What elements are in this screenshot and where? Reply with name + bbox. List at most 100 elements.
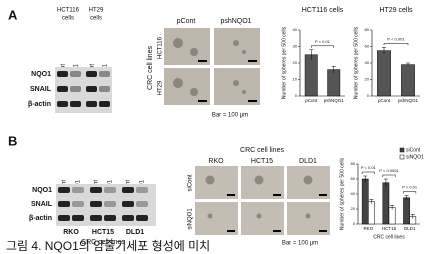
bar — [304, 54, 318, 97]
bar — [403, 197, 410, 225]
lane-label: HCT116 — [158, 36, 164, 59]
x-tick-label: DLD1 — [404, 226, 416, 231]
micrograph — [195, 202, 238, 235]
band — [90, 187, 102, 193]
band — [57, 86, 68, 92]
band — [90, 201, 102, 207]
cell-line-label: DLD1 — [126, 229, 144, 236]
column-label: DLD1 — [299, 158, 317, 165]
annotation: P < 0.01 — [361, 165, 377, 170]
column-label: RKO — [208, 158, 224, 165]
band — [104, 201, 116, 207]
band — [122, 215, 134, 221]
micrograph — [214, 28, 260, 65]
x-axis-label: CRC cell lines — [373, 234, 405, 240]
x-tick-label: HCT15 — [382, 226, 397, 231]
band — [104, 187, 116, 193]
sphere — [233, 40, 239, 46]
band — [72, 215, 84, 221]
sphere — [256, 213, 262, 219]
bar — [327, 69, 341, 97]
sphere — [173, 78, 183, 88]
row-label: SNAIL — [30, 86, 52, 93]
legend-label: siCont — [406, 147, 421, 153]
group-label: cells — [62, 16, 74, 22]
sphere — [242, 90, 246, 94]
bar — [382, 182, 390, 225]
caption: 그림 4. NQO1의 암줄기세포 형성에 미치 — [6, 239, 210, 253]
band — [72, 201, 84, 207]
bar — [388, 207, 396, 225]
column-label: pshNQO1 — [220, 18, 251, 25]
footer-label: CRC cell lines — [81, 239, 125, 246]
micrograph — [195, 166, 238, 199]
scale-label: Bar = 100 μm — [212, 113, 248, 119]
image-title: CRC cell lines — [240, 147, 284, 154]
sphere — [190, 88, 198, 96]
lane-label: HT29 — [158, 80, 164, 95]
significance-bracket — [383, 43, 409, 46]
x-tick-label: RKO — [363, 226, 373, 231]
group-label: HCT116 — [57, 8, 80, 14]
significance-bracket — [361, 171, 375, 174]
band — [136, 201, 148, 207]
micrograph — [164, 68, 210, 105]
band — [57, 71, 68, 77]
chart-title: HT29 cells — [379, 7, 413, 14]
band — [99, 71, 110, 77]
cell-line-label: HCT15 — [92, 229, 114, 236]
band — [86, 101, 97, 107]
band — [58, 215, 70, 221]
y-axis-label: Number of spheres per 500 cells — [281, 26, 287, 99]
chart-title: HCT116 cells — [302, 7, 344, 14]
sphere — [207, 213, 213, 219]
band — [99, 101, 110, 107]
sphere — [190, 48, 198, 56]
row-label: β-actin — [28, 101, 51, 108]
y-tick-label: 40 — [365, 60, 370, 65]
lane-label: siCont — [188, 174, 194, 191]
significance-bracket — [311, 45, 334, 48]
lane-label: CRC cell lines — [147, 46, 154, 90]
band — [136, 187, 148, 193]
y-tick-label: 20 — [351, 206, 356, 211]
y-axis-label: Number of spheres per 500 cells — [353, 26, 359, 99]
micrograph — [214, 68, 260, 105]
band — [58, 187, 70, 193]
y-tick-label: 0 — [295, 93, 298, 98]
sphere — [242, 50, 246, 54]
bar — [401, 64, 415, 97]
scale-label: Bar = 100 μm — [282, 241, 318, 247]
sphere — [205, 175, 215, 185]
band — [86, 86, 97, 92]
legend-label: siNQO1 — [406, 154, 424, 160]
band — [72, 187, 84, 193]
annotation: P < 0.001 — [387, 36, 405, 41]
band — [136, 215, 148, 221]
y-tick-label: 40 — [293, 27, 298, 32]
y-tick-label: 60 — [365, 44, 370, 49]
panel-label: B — [8, 133, 17, 148]
band — [70, 71, 81, 77]
y-tick-label: 60 — [351, 176, 356, 181]
x-tick-label: pCont — [378, 98, 391, 103]
micrograph — [164, 28, 210, 65]
bar — [361, 178, 369, 225]
y-tick-label: 0 — [367, 93, 370, 98]
band — [99, 86, 110, 92]
band — [104, 215, 116, 221]
sphere — [254, 175, 264, 185]
group-label: HT29 — [89, 8, 104, 14]
band — [90, 215, 102, 221]
sphere — [173, 38, 183, 48]
y-tick-label: 20 — [365, 77, 370, 82]
sphere — [305, 213, 311, 219]
micrograph — [287, 202, 330, 235]
band — [122, 201, 134, 207]
y-tick-label: 40 — [351, 191, 356, 196]
y-tick-label: 30 — [293, 44, 298, 49]
annotation: P < 0.0001 — [379, 168, 399, 173]
row-label: β-actin — [29, 215, 52, 222]
significance-bracket — [382, 174, 396, 177]
